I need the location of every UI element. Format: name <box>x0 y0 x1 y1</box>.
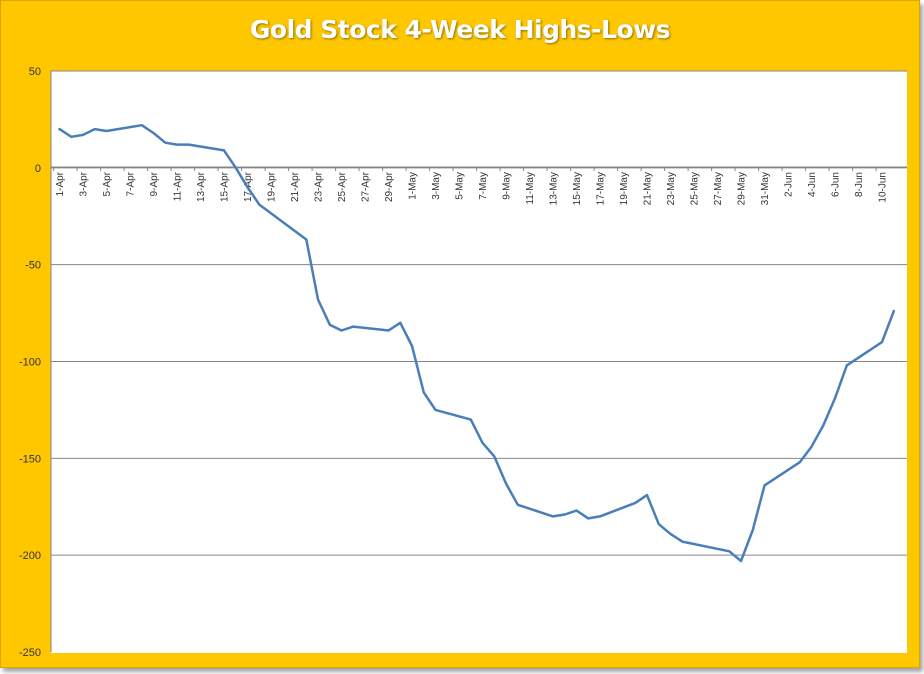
x-tick-label: 1-May <box>408 172 419 200</box>
x-tick-label: 25-May <box>690 172 701 205</box>
y-tick-label: -100 <box>19 357 41 369</box>
y-tick-label: -50 <box>25 260 41 272</box>
x-tick-label: 9-Apr <box>149 171 160 196</box>
x-tick-label: 15-Apr <box>220 171 231 202</box>
y-tick-label: -150 <box>19 453 41 465</box>
x-tick-label: 13-May <box>549 172 560 205</box>
x-tick-label: 7-Apr <box>126 171 137 196</box>
x-tick-label: 3-May <box>431 172 442 200</box>
x-tick-label: 13-Apr <box>196 171 207 202</box>
x-tick-label: 10-Jun <box>878 172 889 203</box>
x-tick-label: 31-May <box>760 172 771 205</box>
x-tick-label: 21-Apr <box>290 171 301 202</box>
x-tick-label: 5-Apr <box>102 171 113 196</box>
x-tick-label: 1-Apr <box>55 171 66 196</box>
x-tick-label: 25-Apr <box>337 171 348 202</box>
x-tick-label: 19-Apr <box>267 171 278 202</box>
x-tick-label: 2-Jun <box>784 172 795 197</box>
x-tick-label: 23-May <box>666 172 677 205</box>
x-tick-label: 23-Apr <box>314 171 325 202</box>
x-tick-label: 4-Jun <box>807 172 818 197</box>
x-tick-label: 3-Apr <box>79 171 90 196</box>
x-tick-label: 27-Apr <box>361 171 372 202</box>
series-line <box>58 123 896 563</box>
x-tick-label: 15-May <box>572 172 583 205</box>
y-tick-label: -250 <box>19 647 41 659</box>
x-tick-label: 7-May <box>478 172 489 200</box>
x-tick-label: 19-May <box>619 172 630 205</box>
x-tick-label: 27-May <box>713 172 724 205</box>
y-tick-label: -200 <box>19 550 41 562</box>
chart-title: Gold Stock 4-Week Highs-Lows <box>249 15 671 44</box>
x-tick-label: 11-May <box>525 172 536 205</box>
x-tick-label: 6-Jun <box>831 172 842 197</box>
x-tick-label: 11-Apr <box>173 171 184 201</box>
x-tick-label: 5-May <box>455 172 466 200</box>
y-tick-label: 50 <box>29 66 41 78</box>
x-tick-label: 29-May <box>737 172 748 205</box>
x-tick-label: 21-May <box>643 172 654 205</box>
y-tick-label: 0 <box>35 163 41 175</box>
x-tick-label: 29-Apr <box>384 171 395 202</box>
x-tick-label: 17-May <box>596 172 607 205</box>
x-tick-label: 8-Jun <box>854 172 865 197</box>
x-tick-label: 9-May <box>502 172 513 200</box>
